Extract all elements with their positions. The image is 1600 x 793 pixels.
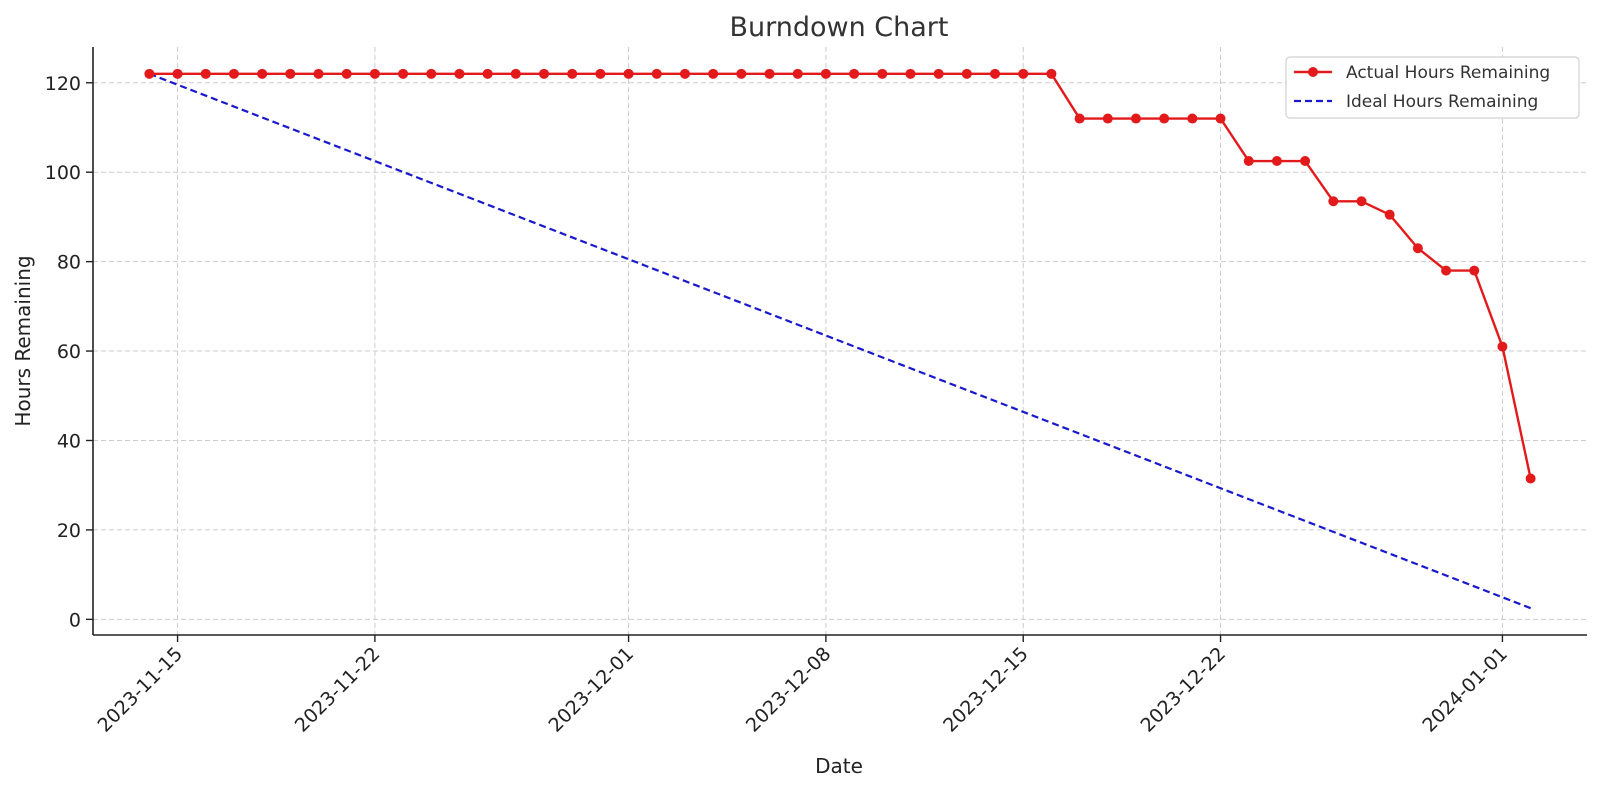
actual-hours-point xyxy=(257,68,268,79)
actual-hours-point xyxy=(1046,68,1057,79)
legend-actual-label: Actual Hours Remaining xyxy=(1346,63,1550,83)
series-ideal-hours xyxy=(148,72,1532,610)
actual-hours-point xyxy=(1441,265,1452,276)
legend-actual-marker xyxy=(1308,67,1318,77)
y-tick-label: 20 xyxy=(57,520,81,542)
x-tick-label: 2023-11-15 xyxy=(93,643,187,737)
series-actual-hours xyxy=(144,68,1536,484)
x-tick-label: 2023-12-15 xyxy=(939,643,1033,737)
actual-hours-point xyxy=(341,68,352,79)
grid-lines xyxy=(93,47,1587,635)
actual-hours-point xyxy=(1497,341,1508,352)
x-axis-label: Date xyxy=(815,754,863,778)
y-tick-label: 60 xyxy=(57,341,81,363)
actual-hours-point xyxy=(1300,156,1311,167)
actual-hours-point xyxy=(1102,113,1113,124)
actual-hours-point xyxy=(1130,113,1141,124)
actual-hours-point xyxy=(426,68,437,79)
actual-hours-point xyxy=(905,68,916,79)
legend-box xyxy=(1285,56,1580,119)
actual-hours-point xyxy=(1328,196,1339,207)
actual-hours-point xyxy=(792,68,803,79)
actual-hours-point xyxy=(200,68,211,79)
actual-hours-point xyxy=(539,68,550,79)
actual-hours-point xyxy=(933,68,944,79)
actual-hours-point xyxy=(849,68,860,79)
actual-hours-point xyxy=(1187,113,1198,124)
y-tick-label: 40 xyxy=(57,430,81,452)
actual-hours-point xyxy=(1525,473,1536,484)
actual-hours-point xyxy=(877,68,888,79)
x-tick-label: 2023-12-08 xyxy=(742,643,836,737)
axes xyxy=(92,47,1587,636)
actual-hours-point xyxy=(1469,265,1480,276)
actual-hours-point xyxy=(708,68,719,79)
actual-hours-point xyxy=(736,68,747,79)
x-axis-ticks: 2023-11-15 2023-11-22 2023-12-01 2023-12-08… xyxy=(93,635,1512,737)
actual-hours-line xyxy=(149,72,1532,479)
actual-hours-point xyxy=(369,68,380,79)
actual-hours-point xyxy=(144,68,155,79)
actual-hours-point xyxy=(228,68,239,79)
actual-hours-point xyxy=(510,68,521,79)
actual-hours-point xyxy=(398,68,409,79)
actual-hours-point xyxy=(1243,156,1254,167)
x-tick-label: 2024-01-01 xyxy=(1418,643,1512,737)
actual-hours-point xyxy=(961,68,972,79)
legend: Actual Hours Remaining Ideal Hours Remai… xyxy=(1285,56,1580,119)
actual-hours-point xyxy=(1384,209,1395,220)
actual-hours-point xyxy=(651,68,662,79)
actual-hours-point xyxy=(285,68,296,79)
y-tick-label: 80 xyxy=(57,252,81,274)
actual-hours-point xyxy=(1018,68,1029,79)
ideal-hours-line xyxy=(148,72,1532,610)
actual-hours-point xyxy=(313,68,324,79)
x-tick-label: 2023-12-22 xyxy=(1136,643,1230,737)
actual-hours-point xyxy=(172,68,183,79)
actual-hours-point xyxy=(820,68,831,79)
actual-hours-point xyxy=(1215,113,1226,124)
chart-title: Burndown Chart xyxy=(729,12,948,43)
actual-hours-point xyxy=(990,68,1001,79)
y-tick-label: 0 xyxy=(69,609,81,631)
y-tick-label: 120 xyxy=(45,73,81,95)
actual-hours-point xyxy=(454,68,465,79)
actual-hours-point xyxy=(482,68,493,79)
actual-hours-point xyxy=(1074,113,1085,124)
y-axis-label: Hours Remaining xyxy=(11,255,35,426)
actual-hours-point xyxy=(567,68,578,79)
actual-hours-point xyxy=(1159,113,1170,124)
legend-ideal-label: Ideal Hours Remaining xyxy=(1346,92,1538,112)
x-tick-label: 2023-11-22 xyxy=(291,643,385,737)
y-tick-label: 100 xyxy=(45,162,81,184)
actual-hours-point xyxy=(1356,196,1367,207)
actual-hours-point xyxy=(1412,243,1423,254)
actual-hours-point xyxy=(595,68,606,79)
y-axis-ticks: 0 20 40 60 80 100 120 xyxy=(45,73,93,631)
actual-hours-point xyxy=(764,68,775,79)
actual-hours-point xyxy=(623,68,634,79)
actual-hours-point xyxy=(679,68,690,79)
actual-hours-point xyxy=(1271,156,1282,167)
x-tick-label: 2023-12-01 xyxy=(544,643,638,737)
